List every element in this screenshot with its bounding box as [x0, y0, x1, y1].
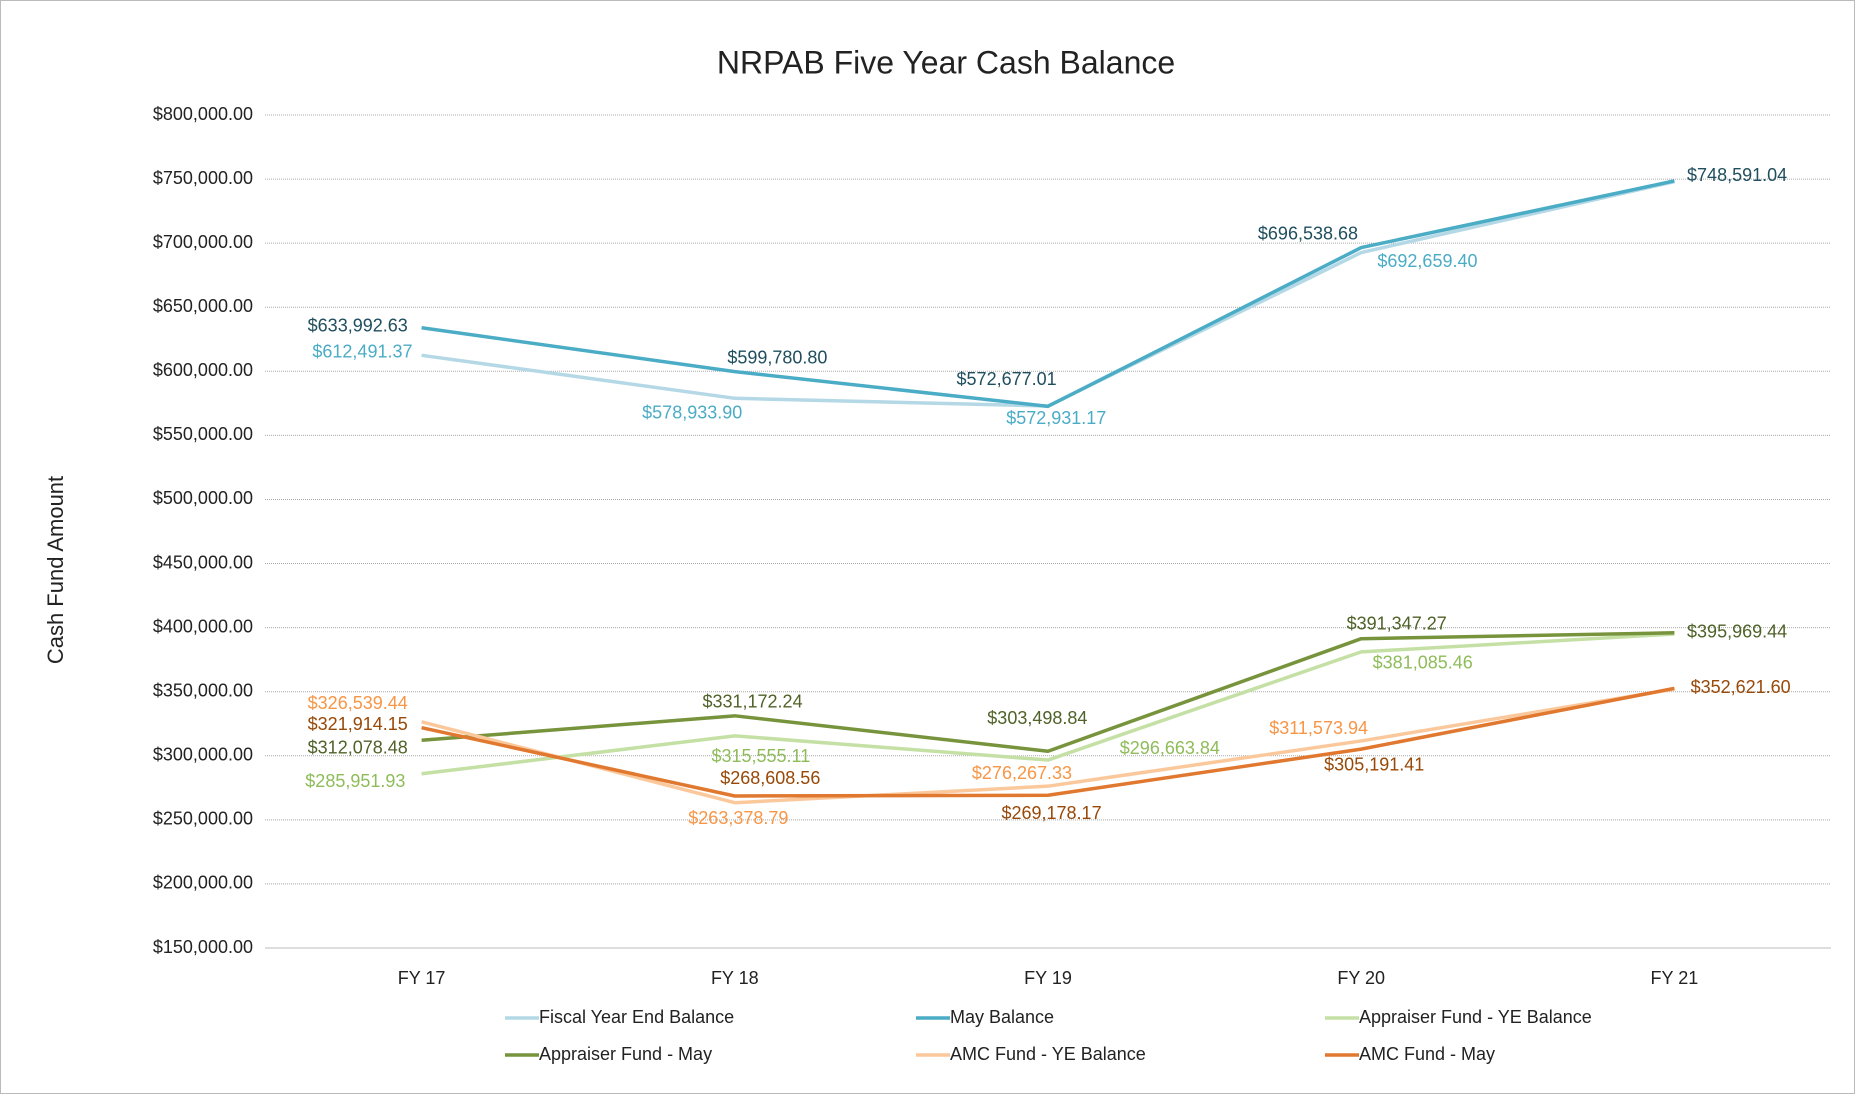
x-tick-label: FY 18	[711, 968, 759, 988]
data-label: $312,078.48	[308, 737, 408, 757]
y-tick-label: $750,000.00	[153, 168, 253, 188]
y-tick-label: $400,000.00	[153, 616, 253, 636]
data-label: $572,677.01	[957, 369, 1057, 389]
data-label: $268,608.56	[720, 768, 820, 788]
y-axis-label: Cash Fund Amount	[43, 476, 68, 664]
y-tick-label: $300,000.00	[153, 745, 253, 765]
legend-label: AMC Fund - May	[1359, 1044, 1495, 1064]
data-label: $612,491.37	[312, 342, 412, 362]
y-tick-label: $650,000.00	[153, 296, 253, 316]
y-tick-label: $200,000.00	[153, 873, 253, 893]
y-tick-label: $500,000.00	[153, 488, 253, 508]
data-label: $696,538.68	[1258, 223, 1358, 243]
data-label: $296,663.84	[1120, 738, 1220, 758]
data-label: $321,914.15	[308, 714, 408, 734]
data-label: $692,659.40	[1377, 251, 1477, 271]
legend-label: AMC Fund - YE Balance	[950, 1044, 1146, 1064]
data-label: $633,992.63	[308, 315, 408, 335]
data-label: $276,267.33	[972, 763, 1072, 783]
data-label: $748,591.04	[1687, 165, 1787, 185]
series-line	[421, 686, 1675, 798]
legend-label: Fiscal Year End Balance	[539, 1007, 734, 1027]
data-label: $391,347.27	[1347, 613, 1447, 633]
x-tick-label: FY 21	[1651, 968, 1699, 988]
y-tick-label: $800,000.00	[153, 104, 253, 124]
data-label: $599,780.80	[727, 347, 827, 367]
data-label: $305,191.41	[1324, 754, 1424, 774]
legend-label: May Balance	[950, 1007, 1054, 1027]
data-label: $381,085.46	[1373, 652, 1473, 672]
x-tick-label: FY 20	[1337, 968, 1385, 988]
data-label: $263,378.79	[688, 808, 788, 828]
data-label: $352,621.60	[1691, 677, 1791, 697]
y-tick-label: $600,000.00	[153, 360, 253, 380]
data-label: $578,933.90	[642, 402, 742, 422]
series-line	[421, 179, 1675, 409]
data-label: $285,951.93	[305, 771, 405, 791]
y-tick-label: $700,000.00	[153, 232, 253, 252]
legend-label: Appraiser Fund - May	[539, 1044, 712, 1064]
series-line	[421, 631, 1675, 754]
y-tick-label: $550,000.00	[153, 424, 253, 444]
y-tick-label: $250,000.00	[153, 809, 253, 829]
series-line	[421, 687, 1675, 805]
data-label: $315,555.11	[711, 746, 810, 766]
chart-title: NRPAB Five Year Cash Balance	[717, 44, 1175, 80]
data-label: $303,498.84	[987, 708, 1087, 728]
x-tick-label: FY 17	[398, 968, 446, 988]
data-label: $572,931.17	[1006, 408, 1106, 428]
series-line	[421, 632, 1675, 776]
data-label: $331,172.24	[702, 692, 802, 712]
data-label: $326,539.44	[308, 693, 408, 713]
data-label: $395,969.44	[1687, 622, 1787, 642]
legend-label: Appraiser Fund - YE Balance	[1359, 1007, 1592, 1027]
data-label: $269,178.17	[1001, 803, 1101, 823]
y-tick-label: $350,000.00	[153, 680, 253, 700]
y-tick-label: $150,000.00	[153, 937, 253, 957]
y-tick-label: $450,000.00	[153, 552, 253, 572]
data-label: $311,573.94	[1269, 718, 1368, 738]
x-tick-label: FY 19	[1024, 968, 1072, 988]
